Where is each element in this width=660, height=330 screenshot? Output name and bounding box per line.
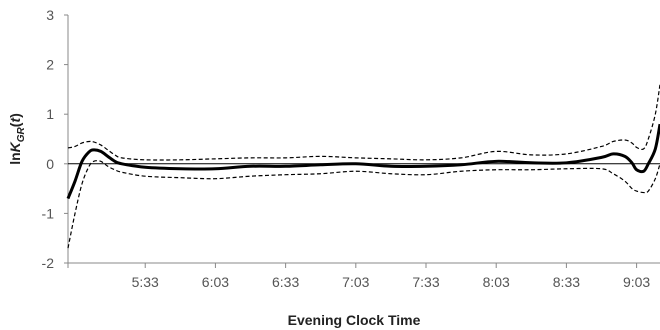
y-tick-label: 1 xyxy=(46,106,54,122)
y-tick-label: -2 xyxy=(42,255,55,271)
x-tick-label: 5:33 xyxy=(132,274,159,290)
x-tick-label: 8:03 xyxy=(483,274,510,290)
y-axis-title-ln: ln xyxy=(7,152,23,164)
x-tick-label: 8:33 xyxy=(553,274,580,290)
series-estimate-line xyxy=(66,123,660,200)
x-tick-label: 6:33 xyxy=(272,274,299,290)
y-axis-title-k: K xyxy=(7,141,23,152)
series-upper-bound-line xyxy=(67,84,660,161)
y-axis-title-close: ) xyxy=(7,113,23,118)
y-axis-title-t: t xyxy=(7,117,23,123)
y-axis-title: lnKGR(t) xyxy=(7,113,27,165)
y-tick-label: 0 xyxy=(46,156,54,172)
x-tick-label: 7:33 xyxy=(412,274,439,290)
series-lower-bound-line xyxy=(67,160,660,249)
y-axis: -2 -1 0 1 2 3 xyxy=(42,7,69,271)
y-tick-label: 3 xyxy=(46,7,54,23)
x-axis: 5:33 6:03 6:33 7:03 7:33 8:03 8:33 9:03 xyxy=(67,262,660,290)
y-tick-label: 2 xyxy=(46,57,54,73)
y-tick-label: -1 xyxy=(42,205,55,221)
y-axis-title-sub: GR xyxy=(16,126,27,142)
x-tick-label: 6:03 xyxy=(202,274,229,290)
x-tick-label: 7:03 xyxy=(342,274,369,290)
x-tick-label: 9:03 xyxy=(623,274,650,290)
y-axis-title-open: ( xyxy=(7,122,23,127)
x-axis-title: Evening Clock Time xyxy=(288,312,421,328)
plot-area xyxy=(66,84,660,249)
